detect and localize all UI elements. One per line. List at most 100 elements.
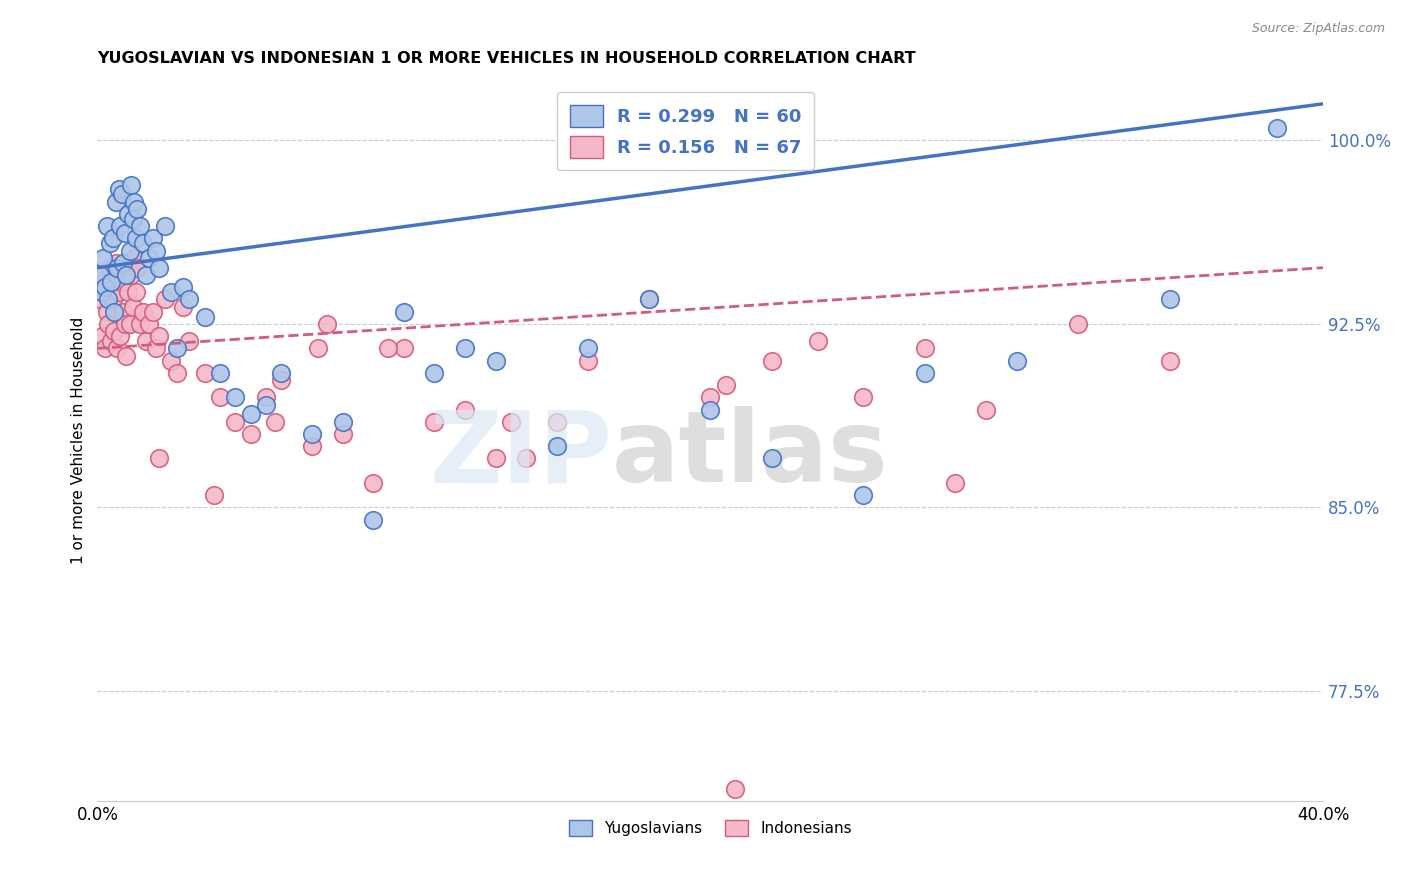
Point [132,304,155,318]
Point [638,293,661,307]
Point [485,353,508,368]
Point [1159,293,1181,307]
Point [148,451,170,466]
Point [423,366,446,380]
Point [115,349,138,363]
Point [377,342,399,356]
Point [224,415,246,429]
Point [115,268,138,282]
Point [301,427,323,442]
Point [121,300,143,314]
Point [127,202,149,216]
Point [239,427,262,442]
Point [392,304,415,318]
Point [110,329,132,343]
Point [118,244,141,258]
Point [202,488,225,502]
Point [121,211,143,226]
Point [160,353,183,368]
Point [638,293,661,307]
Text: ZIP: ZIP [429,406,612,503]
Point [179,293,201,307]
Point [98,236,121,251]
Point [107,285,129,300]
Point [208,366,231,380]
Point [141,231,163,245]
Point [105,342,128,356]
Point [454,342,477,356]
Point [93,251,115,265]
Point [120,178,142,192]
Point [699,390,721,404]
Point [145,244,167,258]
Point [153,219,176,233]
Point [714,378,737,392]
Point [316,317,339,331]
Point [103,324,125,338]
Point [224,390,246,404]
Point [96,219,118,233]
Point [1067,317,1090,331]
Point [117,207,139,221]
Point [117,285,139,300]
Point [914,366,936,380]
Point [254,390,277,404]
Point [114,317,136,331]
Point [122,194,145,209]
Point [107,182,129,196]
Point [270,366,292,380]
Point [546,415,568,429]
Point [120,268,142,282]
Point [179,334,201,348]
Point [94,280,117,294]
Point [761,451,783,466]
Point [148,260,170,275]
Point [91,285,114,300]
Point [97,293,120,307]
Point [100,334,122,348]
Point [239,408,262,422]
Point [111,187,134,202]
Point [761,353,783,368]
Point [145,342,167,356]
Point [141,304,163,318]
Point [361,513,384,527]
Text: YUGOSLAVIAN VS INDONESIAN 1 OR MORE VEHICLES IN HOUSEHOLD CORRELATION CHART: YUGOSLAVIAN VS INDONESIAN 1 OR MORE VEHI… [97,51,915,66]
Point [974,402,997,417]
Point [91,329,114,343]
Point [129,317,152,331]
Point [112,256,135,270]
Point [546,439,568,453]
Point [332,415,354,429]
Point [172,300,194,314]
Point [127,260,149,275]
Point [129,219,152,233]
Point [914,342,936,356]
Point [118,317,141,331]
Point [110,219,132,233]
Point [852,488,875,502]
Point [105,260,128,275]
Point [97,317,120,331]
Point [806,334,828,348]
Point [153,293,176,307]
Legend: Yugoslavians, Indonesians: Yugoslavians, Indonesians [561,813,859,844]
Text: atlas: atlas [612,406,889,503]
Point [852,390,875,404]
Point [194,366,217,380]
Point [361,475,384,490]
Point [172,280,194,294]
Point [724,781,747,796]
Point [135,334,157,348]
Point [1005,353,1028,368]
Point [135,268,157,282]
Point [148,329,170,343]
Point [160,285,183,300]
Point [254,398,277,412]
Point [166,342,188,356]
Point [138,317,160,331]
Point [89,293,111,307]
Point [114,227,136,241]
Point [132,236,155,251]
Point [111,276,134,290]
